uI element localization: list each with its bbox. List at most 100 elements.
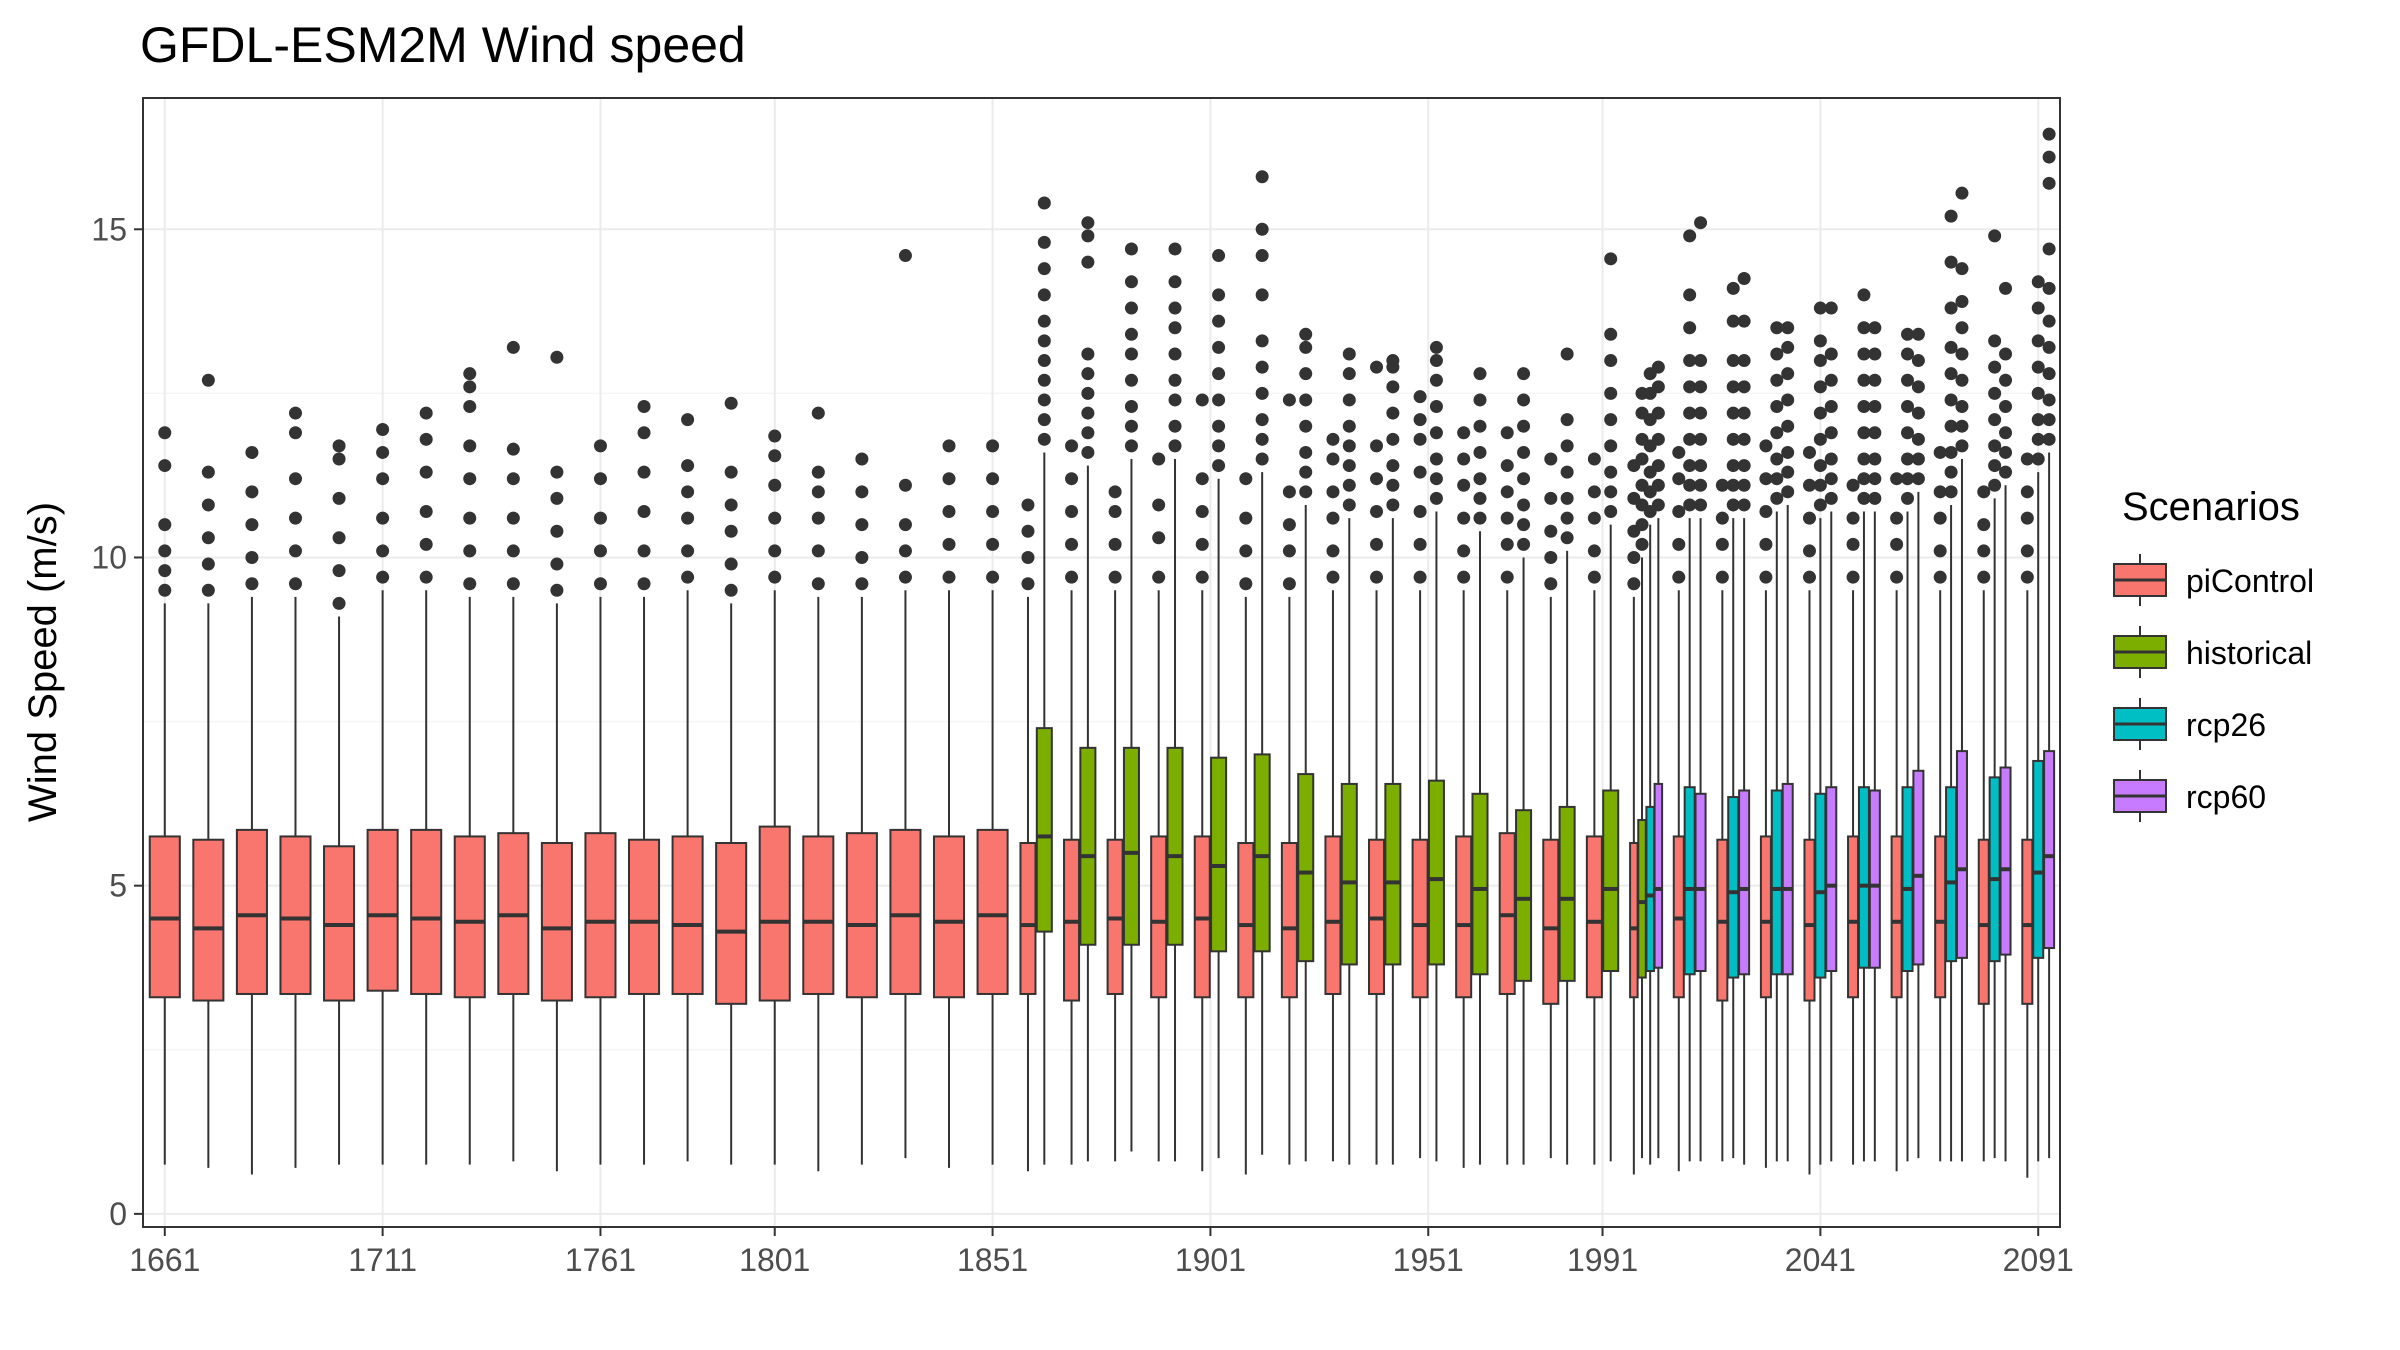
box-piControl-2081	[1977, 485, 1991, 1162]
outlier-point	[1759, 570, 1773, 584]
outlier-point	[1901, 472, 1915, 486]
outlier-point	[724, 498, 738, 512]
outlier-point	[1168, 275, 1182, 289]
box-iqr	[1901, 786, 1914, 973]
outlier-point	[1429, 472, 1443, 486]
legend-items: piControl historical rcp26 rcp60	[2113, 554, 2314, 822]
outlier-point	[1413, 465, 1427, 479]
box-iqr	[1471, 792, 1489, 976]
outlier-point	[768, 478, 782, 492]
outlier-point	[1370, 570, 1384, 584]
box-iqr	[1847, 835, 1860, 999]
x-tick-label: 1851	[957, 1242, 1028, 1278]
outlier-point	[1901, 327, 1915, 341]
outlier-point	[942, 537, 956, 551]
box-piControl-1881	[1106, 485, 1124, 1162]
outlier-point	[376, 570, 390, 584]
outlier-point	[1168, 321, 1182, 335]
box-piControl-1851	[976, 439, 1009, 1165]
outlier-point	[1683, 380, 1697, 394]
outlier-point	[898, 570, 912, 584]
outlier-point	[637, 400, 651, 414]
outlier-point	[1813, 380, 1827, 394]
outlier-point	[1911, 406, 1925, 420]
outlier-point	[1429, 426, 1443, 440]
outlier-point	[1651, 360, 1665, 374]
box-piControl-1951	[1411, 390, 1429, 1159]
outlier-point	[1737, 354, 1751, 368]
outlier-point	[768, 429, 782, 443]
y-tick-label: 0	[109, 1196, 127, 1232]
box-iqr	[1558, 805, 1576, 982]
outlier-point	[288, 472, 302, 486]
outlier-point	[1386, 406, 1400, 420]
outlier-point	[2031, 386, 2045, 400]
box-iqr	[540, 842, 573, 1002]
outlier-point	[1473, 367, 1487, 381]
outlier-point	[1195, 505, 1209, 519]
outlier-point	[1168, 347, 1182, 361]
box-rcp26-2021	[1726, 281, 1740, 1159]
outlier-point	[2031, 432, 2045, 446]
box-rcp60-2031	[1781, 321, 1795, 1162]
outlier-point	[1037, 288, 1051, 302]
outlier-point	[1846, 570, 1860, 584]
box-piControl-1891	[1150, 452, 1168, 1162]
outlier-point	[1604, 465, 1618, 479]
outlier-point	[158, 544, 172, 558]
outlier-point	[1168, 419, 1182, 433]
outlier-point	[1255, 432, 1269, 446]
outlier-point	[637, 426, 651, 440]
box-piControl-1991	[1585, 452, 1603, 1165]
outlier-point	[1802, 478, 1816, 492]
outlier-point	[1813, 459, 1827, 473]
box-piControl-1961	[1455, 426, 1473, 1168]
outlier-point	[1255, 288, 1269, 302]
outlier-point	[1081, 255, 1095, 269]
outlier-point	[1672, 537, 1686, 551]
outlier-point	[1168, 242, 1182, 256]
box-rcp60-2051	[1868, 321, 1882, 1162]
outlier-point	[1770, 373, 1784, 387]
outlier-point	[1386, 354, 1400, 368]
box-iqr	[1585, 835, 1603, 999]
box-piControl-1811	[802, 406, 835, 1172]
outlier-point	[1517, 367, 1531, 381]
outlier-point	[2031, 452, 2045, 466]
outlier-point	[1999, 400, 2013, 414]
box-historical-1961	[1471, 367, 1489, 1165]
box-iqr	[1890, 835, 1903, 999]
outlier-point	[1759, 505, 1773, 519]
outlier-point	[2031, 301, 2045, 315]
outlier-point	[1813, 432, 1827, 446]
outlier-point	[332, 531, 346, 545]
outlier-point	[1846, 537, 1860, 551]
outlier-point	[1770, 347, 1784, 361]
outlier-point	[1457, 478, 1471, 492]
outlier-point	[1255, 334, 1269, 348]
outlier-point	[158, 518, 172, 532]
y-axis: 0 5 10 15	[91, 211, 143, 1232]
outlier-point	[1977, 570, 1991, 584]
outlier-point	[550, 557, 564, 571]
outlier-point	[332, 439, 346, 453]
outlier-point	[1081, 216, 1095, 230]
outlier-point	[1911, 327, 1925, 341]
outlier-point	[1239, 472, 1253, 486]
outlier-point	[1857, 452, 1871, 466]
box-iqr	[1945, 786, 1958, 963]
outlier-point	[1342, 439, 1356, 453]
outlier-point	[1846, 478, 1860, 492]
outlier-point	[1933, 544, 1947, 558]
outlier-point	[1413, 570, 1427, 584]
outlier-point	[1021, 498, 1035, 512]
box-piControl-1941	[1368, 360, 1386, 1165]
outlier-point	[1168, 301, 1182, 315]
outlier-point	[681, 511, 695, 525]
outlier-point	[1370, 537, 1384, 551]
outlier-point	[1500, 459, 1514, 473]
outlier-point	[1683, 498, 1697, 512]
outlier-point	[1901, 400, 1915, 414]
box-iqr	[758, 825, 791, 1002]
x-tick-label: 1901	[1175, 1242, 1246, 1278]
